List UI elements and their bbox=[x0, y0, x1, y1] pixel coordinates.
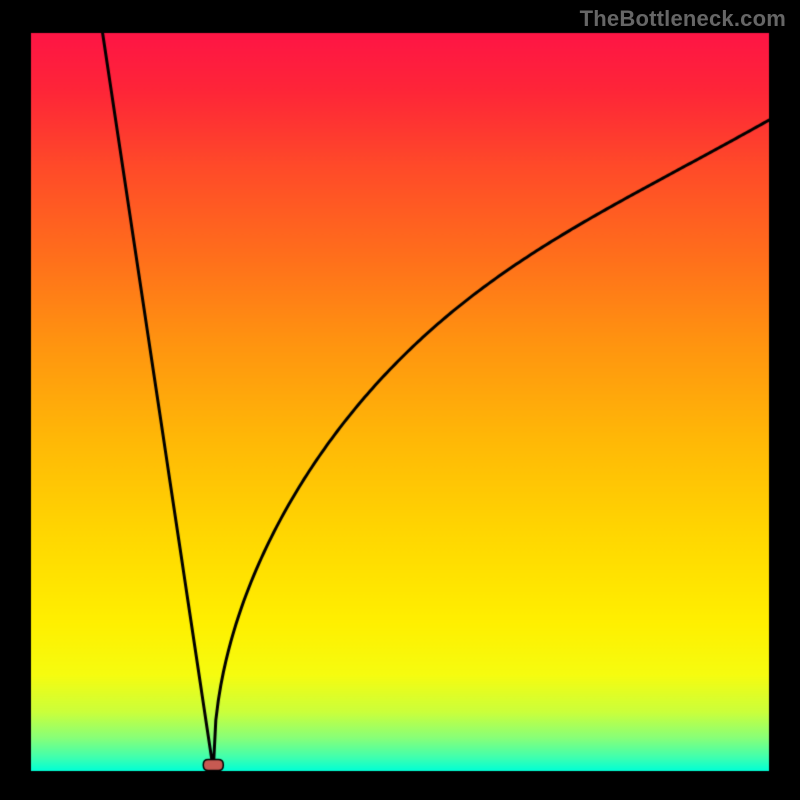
watermark-label: TheBottleneck.com bbox=[580, 6, 786, 32]
figure-root: TheBottleneck.com bbox=[0, 0, 800, 800]
bottleneck-plot bbox=[0, 0, 800, 800]
